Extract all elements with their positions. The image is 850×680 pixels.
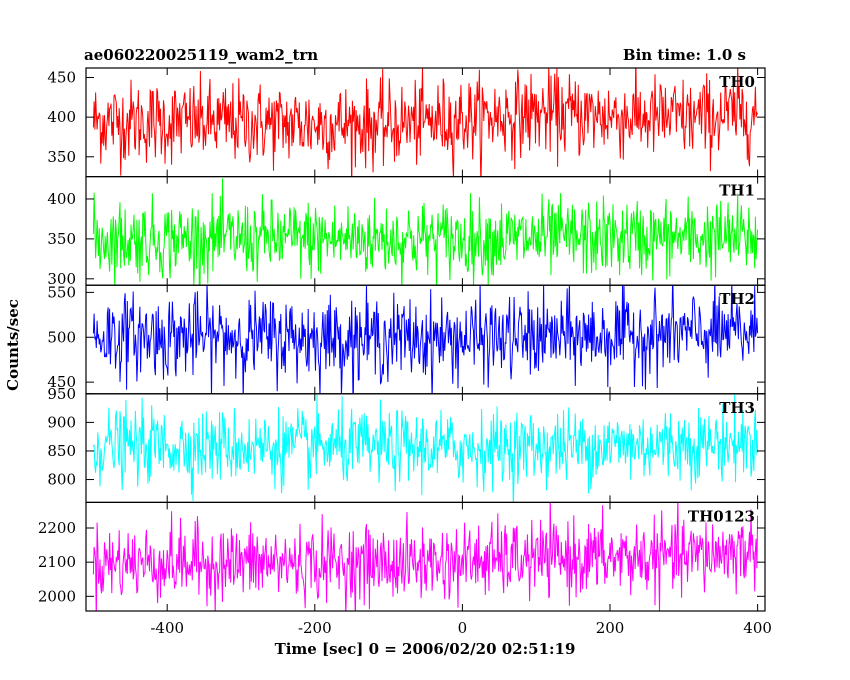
x-tick-label: 400: [743, 619, 772, 637]
y-tick-label: 950: [47, 385, 76, 403]
y-tick-label: 550: [47, 283, 76, 301]
y-tick-label: 2000: [38, 587, 76, 605]
x-tick-label: -200: [298, 619, 332, 637]
y-tick-label: 450: [47, 373, 76, 391]
chart-title-left: ae060220025119_wam2_trn: [84, 46, 318, 64]
y-axis-label: Counts/sec: [4, 299, 22, 391]
x-tick-label: -400: [150, 619, 184, 637]
panel-frame-th0123: [85, 501, 766, 612]
x-tick-label: 0: [458, 619, 468, 637]
series-line-th0: [92, 68, 759, 177]
series-line-th3: [92, 393, 759, 503]
series-line-th1: [92, 178, 759, 286]
y-tick-label: 2100: [38, 553, 76, 571]
panel-label-th2: TH2: [719, 290, 755, 308]
panel-label-th1: TH1: [719, 182, 755, 200]
panel-label-th0: TH0: [719, 73, 755, 91]
y-tick-label: 850: [47, 442, 76, 460]
y-tick-label: 400: [47, 108, 76, 126]
panel-label-th3: TH3: [719, 399, 755, 417]
y-tick-label: 450: [47, 69, 76, 87]
y-tick-label: 2200: [38, 519, 76, 537]
y-tick-label: 350: [47, 148, 76, 166]
chart-title-right: Bin time: 1.0 s: [623, 46, 746, 64]
series-line-th0123: [92, 502, 759, 611]
x-axis-label: Time [sec] 0 = 2006/02/20 02:51:19: [275, 640, 576, 658]
y-tick-label: 900: [47, 413, 76, 431]
panels-group: 350 400 450 TH0 300 350 400 TH1 450 500 550 TH2 800 8…: [38, 67, 772, 637]
y-tick-label: 400: [47, 190, 76, 208]
y-tick-label: 300: [47, 270, 76, 288]
y-tick-label: 800: [47, 471, 76, 489]
series-line-th2: [92, 285, 759, 394]
y-tick-label: 500: [47, 328, 76, 346]
panel-label-th0123: TH0123: [688, 507, 755, 525]
x-tick-label: 200: [596, 619, 625, 637]
y-tick-label: 350: [47, 230, 76, 248]
